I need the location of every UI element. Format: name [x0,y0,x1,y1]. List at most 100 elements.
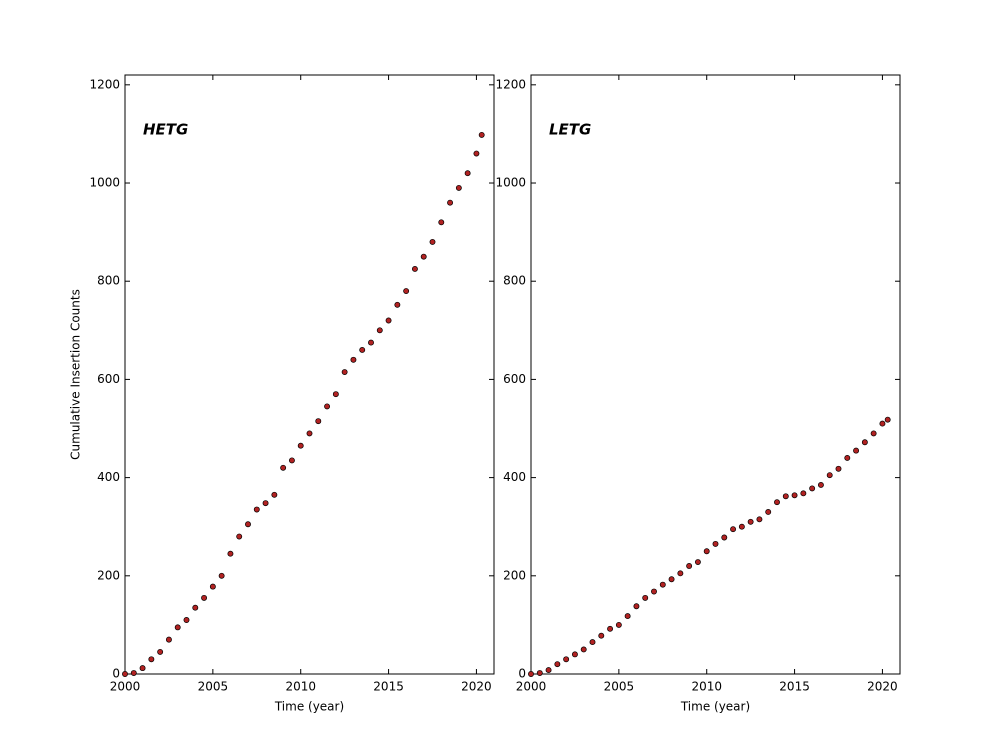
data-point [545,667,552,674]
data-point [624,613,631,620]
data-point [809,485,816,492]
x-tick-label: 2000 [516,680,547,694]
data-point [218,572,225,579]
data-point [341,369,348,375]
data-point [607,625,614,632]
y-tick-label: 800 [503,274,526,288]
y-tick-label: 1200 [89,77,120,91]
data-point [455,184,462,191]
data-point [183,617,190,623]
data-point [598,632,605,639]
data-point [122,671,128,677]
plot-frame [530,74,901,675]
data-point [245,521,251,528]
plot-frame [124,74,495,675]
data-point [765,509,772,515]
y-axis-label: Cumulative Insertion Counts [69,289,83,460]
x-tick-label: 2020 [461,680,492,694]
data-point [884,416,891,423]
data-point [236,533,243,540]
data-point [861,439,868,446]
data-point [148,656,155,663]
data-point [668,576,675,583]
data-point [376,327,383,334]
y-tick-label: 0 [518,667,526,681]
y-tick-label: 800 [97,274,120,288]
x-tick-label: 2010 [691,680,722,694]
y-tick-label: 1000 [89,176,120,190]
data-point [438,219,445,226]
data-point [315,418,322,425]
data-point [324,403,331,410]
data-point [782,493,789,500]
data-point [288,457,295,464]
data-point [478,131,485,138]
data-point [359,347,366,353]
data-point [677,570,684,577]
x-tick-label: 2000 [110,680,141,694]
data-point [721,534,728,541]
data-point [157,648,164,655]
data-point [385,317,392,324]
data-point [280,464,287,471]
data-point [262,500,269,507]
data-point [756,516,763,523]
y-tick-label: 200 [97,568,120,582]
data-point [844,455,851,461]
data-point [209,583,216,590]
data-point [271,491,278,498]
data-point [694,559,701,566]
x-tick-label: 2010 [285,680,316,694]
data-point [554,661,561,668]
data-point [464,170,471,177]
data-point [747,518,754,525]
data-point [774,499,780,506]
data-point [350,356,357,363]
data-point [528,671,534,677]
data-point [738,523,745,530]
data-point [642,594,649,601]
data-point [686,563,693,569]
data-point [615,621,622,628]
panel-title: LETG [549,121,591,139]
data-point [712,540,719,547]
data-point [403,288,410,294]
data-point [853,447,860,454]
x-axis-label: Time (year) [680,700,750,714]
data-point [332,391,339,398]
data-point [227,550,234,557]
x-tick-label: 2005 [604,680,635,694]
data-point [447,199,454,206]
data-point [130,670,137,676]
data-point [306,430,313,437]
data-point [826,472,833,479]
data-point [411,265,418,272]
y-tick-label: 1000 [495,176,526,190]
data-point [253,506,260,513]
y-tick-label: 400 [97,470,120,484]
data-point [563,656,570,663]
data-point [730,526,737,533]
data-point [165,636,172,643]
data-point [394,301,401,308]
data-point [473,150,480,157]
panel-title: HETG [143,121,188,139]
data-point [201,594,208,601]
x-tick-label: 2020 [867,680,898,694]
data-point [659,581,666,588]
data-point [791,492,798,499]
data-point [800,490,807,497]
data-point [192,604,199,611]
y-tick-label: 600 [503,372,526,386]
data-point [633,603,640,610]
x-tick-label: 2015 [373,680,404,694]
x-tick-label: 2005 [198,680,229,694]
data-point [870,430,877,437]
data-point [817,482,824,488]
y-tick-label: 200 [503,568,526,582]
y-tick-label: 400 [503,470,526,484]
data-point [580,646,587,653]
data-point [589,639,596,646]
y-tick-label: 1200 [495,77,526,91]
x-axis-label: Time (year) [274,700,344,714]
